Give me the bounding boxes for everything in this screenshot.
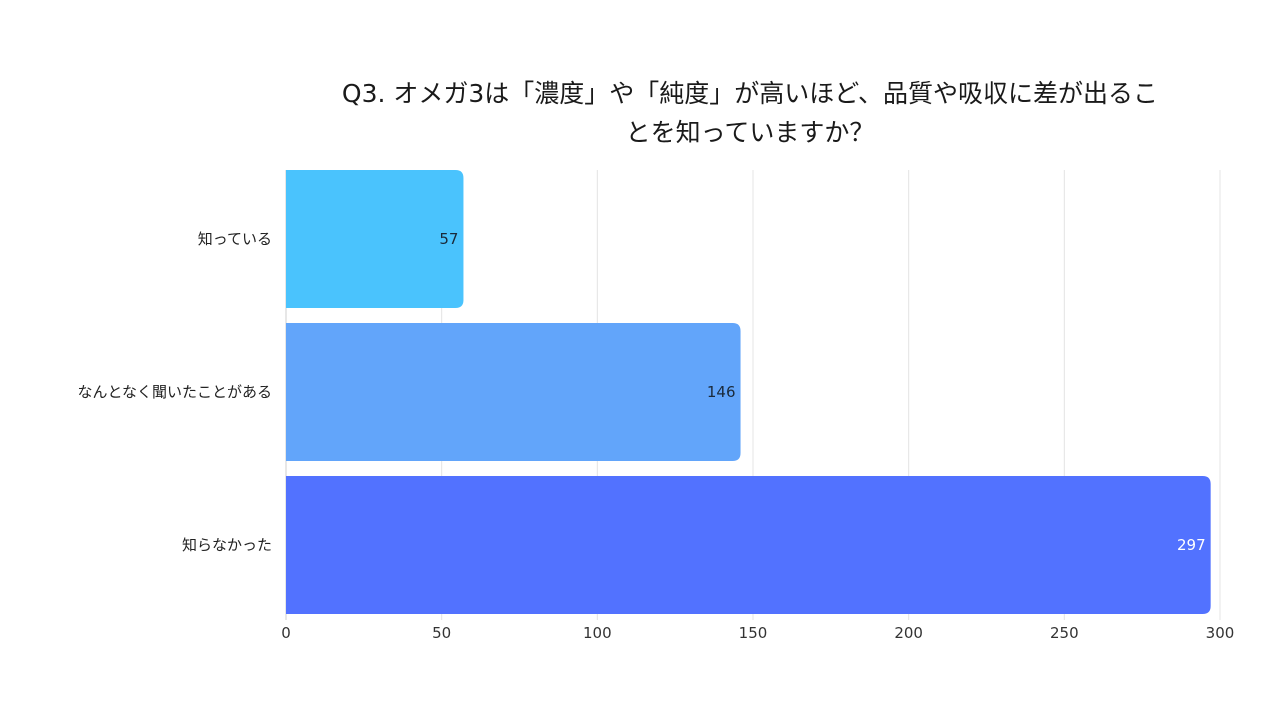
- x-tick-label: 250: [1050, 624, 1079, 642]
- bar: [286, 476, 1211, 614]
- chart-title-line-1: Q3. オメガ3は「濃度」や「純度」が高いほど、品質や吸収に差が出るこ: [341, 79, 1159, 108]
- bar: [286, 323, 741, 461]
- data-label: 146: [707, 383, 736, 401]
- bar: [286, 170, 464, 308]
- chart-title: Q3. オメガ3は「濃度」や「純度」が高いほど、品質や吸収に差が出るこ とを知っ…: [280, 74, 1220, 152]
- x-tick-label: 200: [894, 624, 923, 642]
- x-tick-label: 100: [583, 624, 612, 642]
- x-tick-label: 50: [432, 624, 451, 642]
- x-tick-label: 0: [281, 624, 291, 642]
- chart-title-line-2: とを知っていますか？: [625, 118, 875, 147]
- data-label: 297: [1177, 536, 1206, 554]
- x-tick-label: 150: [739, 624, 768, 642]
- x-tick-label: 300: [1206, 624, 1235, 642]
- data-label: 57: [439, 230, 458, 248]
- category-label: なんとなく聞いたことがある: [77, 383, 272, 401]
- category-label: 知っている: [198, 230, 272, 248]
- category-label: 知らなかった: [182, 536, 272, 554]
